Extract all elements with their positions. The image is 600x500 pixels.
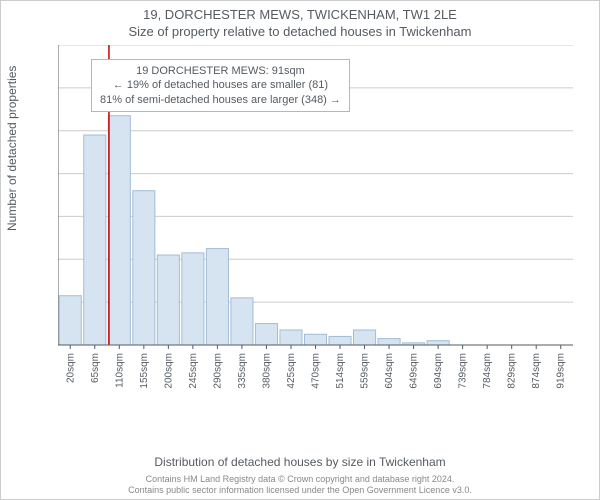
annotation-line-3: 81% of semi-detached houses are larger (… [100,93,341,107]
svg-text:425sqm: 425sqm [286,353,297,389]
annotation-line-2: ← 19% of detached houses are smaller (81… [100,78,341,92]
annotation-line-1: 19 DORCHESTER MEWS: 91sqm [100,64,341,78]
svg-text:649sqm: 649sqm [409,353,420,389]
x-axis-label: Distribution of detached houses by size … [1,455,599,469]
svg-text:559sqm: 559sqm [360,353,371,389]
attribution-line-1: Contains HM Land Registry data © Crown c… [1,474,599,485]
svg-text:20sqm: 20sqm [65,353,76,383]
svg-text:874sqm: 874sqm [531,353,542,389]
svg-text:919sqm: 919sqm [556,353,567,389]
chart-container: 19, DORCHESTER MEWS, TWICKENHAM, TW1 2LE… [0,0,600,500]
annotation-box: 19 DORCHESTER MEWS: 91sqm ← 19% of detac… [91,59,350,112]
svg-text:245sqm: 245sqm [188,353,199,389]
svg-text:514sqm: 514sqm [335,353,346,389]
svg-text:694sqm: 694sqm [433,353,444,389]
chart-title-address: 19, DORCHESTER MEWS, TWICKENHAM, TW1 2LE [1,7,599,22]
y-axis-label: Number of detached properties [5,66,19,231]
svg-text:110sqm: 110sqm [114,353,125,388]
svg-text:200sqm: 200sqm [163,353,174,389]
svg-text:739sqm: 739sqm [458,353,469,389]
svg-text:290sqm: 290sqm [212,353,223,389]
chart-subtitle: Size of property relative to detached ho… [1,24,599,39]
attribution-text: Contains HM Land Registry data © Crown c… [1,474,599,497]
svg-text:155sqm: 155sqm [139,353,150,389]
svg-text:380sqm: 380sqm [261,353,272,389]
svg-text:784sqm: 784sqm [482,353,493,389]
svg-text:829sqm: 829sqm [507,353,518,389]
svg-text:335sqm: 335sqm [237,353,248,389]
attribution-line-2: Contains public sector information licen… [1,485,599,496]
svg-text:470sqm: 470sqm [311,353,322,389]
svg-text:604sqm: 604sqm [384,353,395,389]
svg-text:65sqm: 65sqm [90,353,101,383]
